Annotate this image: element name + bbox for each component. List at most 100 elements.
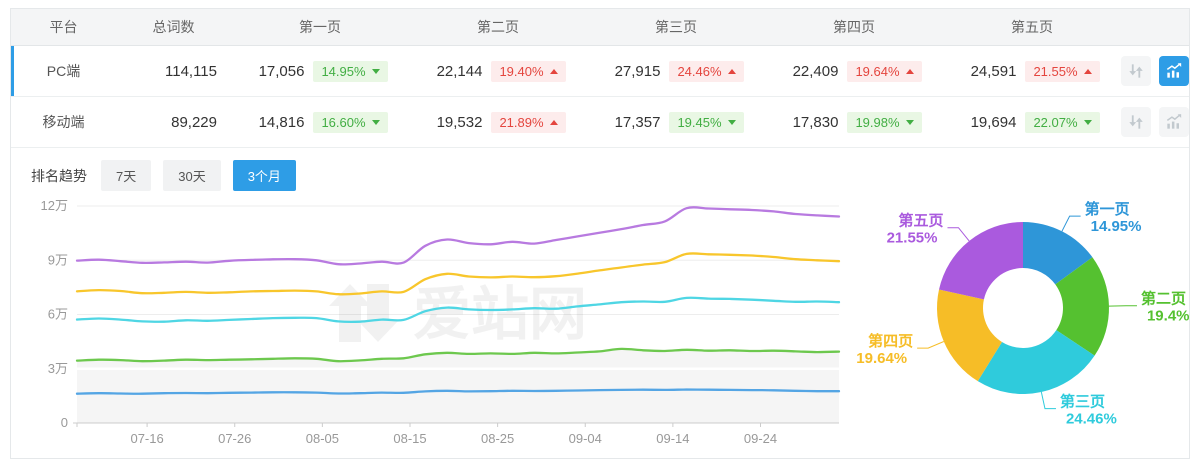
platform-label: 移动端 (42, 114, 85, 130)
x-axis-label: 09-04 (569, 431, 602, 446)
page-cell: 14,816 16.60% (231, 111, 409, 133)
change-badge: 21.89% (491, 111, 566, 133)
trend-chart-icon (1166, 63, 1182, 78)
sort-arrows-icon (1129, 64, 1143, 78)
change-badge: 14.95% (313, 60, 388, 82)
donut-label-name: 第一页 (1085, 200, 1130, 218)
change-badge: 19.98% (847, 111, 922, 133)
donut-slice-第一页 (1023, 222, 1093, 285)
down-arrow-icon (371, 119, 380, 125)
page-count: 17,830 (792, 113, 839, 131)
watermark-text: 爱站网 (413, 282, 587, 347)
line-yellow (75, 252, 841, 296)
col-platform: 平台 (49, 19, 78, 35)
trend-chart-icon (1166, 114, 1182, 129)
x-axis-label: 09-24 (744, 431, 777, 446)
up-arrow-icon (1083, 68, 1092, 74)
page-cell: 24,591 21.55% (943, 60, 1121, 82)
page-count: 17,056 (258, 62, 305, 80)
y-axis-label: 3万 (48, 361, 68, 376)
y-axis-label: 9万 (48, 252, 68, 267)
donut-slice-第四页 (937, 289, 1002, 382)
trend-chart-button[interactable] (1159, 107, 1189, 137)
trend-header: 排名趋势 7天 30天 3个月 (11, 148, 1189, 191)
page-cell: 17,056 14.95% (231, 60, 409, 82)
x-axis-label: 08-25 (481, 431, 514, 446)
total-words: 114,115 (165, 62, 217, 80)
table-header: 平台 总词数 第一页 第二页 第三页 第四页 第五页 (11, 9, 1189, 46)
page-count: 19,694 (970, 113, 1017, 131)
watermark-logo-arrow-up (329, 284, 371, 342)
x-axis-label: 07-16 (130, 431, 163, 446)
up-arrow-icon (905, 68, 914, 74)
down-arrow-icon (1083, 119, 1092, 125)
page-count: 27,915 (614, 62, 661, 80)
page-count: 19,532 (436, 113, 483, 131)
up-arrow-icon (727, 68, 736, 74)
change-badge: 22.07% (1025, 111, 1100, 133)
col-page1: 第一页 (299, 19, 341, 35)
change-badge: 21.55% (1025, 60, 1100, 82)
line-purple (75, 206, 841, 266)
y-axis-label: 12万 (41, 198, 68, 213)
donut-callout-line (947, 227, 970, 242)
donut-label-percent: 14.95% (1091, 218, 1142, 235)
line-green-area (77, 348, 839, 423)
page-count: 22,144 (436, 62, 483, 80)
col-page4: 第四页 (833, 19, 875, 35)
sort-arrows-button[interactable] (1121, 56, 1151, 86)
change-badge: 19.45% (669, 111, 744, 133)
x-axis-label: 08-05 (306, 431, 339, 446)
tab-3-months[interactable]: 3个月 (232, 160, 296, 191)
page-count: 17,357 (614, 113, 661, 131)
tab-30-days[interactable]: 30天 (163, 160, 221, 191)
donut-slice-第二页 (1055, 257, 1109, 356)
line-blue (75, 388, 841, 395)
page-count: 24,591 (970, 62, 1017, 80)
page-count: 22,409 (792, 62, 839, 80)
watermark-logo-arrow-down (357, 284, 399, 342)
table-row-pc: PC端 114,115 17,056 14.95% 22,144 19.40% 27,9… (11, 46, 1189, 97)
page-cell: 22,409 19.64% (765, 60, 943, 82)
donut-slice-第五页 (939, 222, 1023, 300)
tab-7-days[interactable]: 7天 (101, 160, 152, 191)
change-badge: 19.64% (847, 60, 922, 82)
donut-label-percent: 19.64% (857, 350, 907, 367)
page-cell: 17,357 19.45% (587, 111, 765, 133)
down-arrow-icon (371, 68, 380, 74)
table-row-mobile: 移动端 89,229 14,816 16.60% 19,532 21.89% 17,35… (11, 97, 1189, 148)
page-cell: 27,915 24.46% (587, 60, 765, 82)
trend-chart-button[interactable] (1159, 56, 1189, 86)
col-page2: 第二页 (477, 19, 519, 35)
donut-label-percent: 21.55% (887, 230, 938, 247)
total-words: 89,229 (171, 113, 217, 131)
donut-label-name: 第五页 (898, 212, 943, 230)
col-page3: 第三页 (655, 19, 697, 35)
y-axis-label: 6万 (48, 307, 68, 322)
page-cell: 19,694 22.07% (943, 111, 1121, 133)
up-arrow-icon (549, 68, 558, 74)
col-total: 总词数 (152, 19, 195, 35)
donut-label-name: 第四页 (868, 332, 913, 350)
donut-callout-line (917, 341, 944, 349)
down-arrow-icon (905, 119, 914, 125)
x-axis-label: 08-15 (393, 431, 426, 446)
aizhan-watermark: 爱站网 (329, 282, 587, 347)
change-badge: 24.46% (669, 60, 744, 82)
change-badge: 16.60% (313, 111, 388, 133)
donut-slice-第三页 (977, 330, 1095, 394)
line-cyan (75, 296, 841, 324)
row-actions (1121, 56, 1189, 86)
sort-arrows-button[interactable] (1121, 107, 1151, 137)
donut-callout-line (1040, 391, 1056, 410)
line-green (75, 347, 841, 363)
y-axis-label: 0 (61, 415, 68, 430)
platform-label: PC端 (46, 63, 81, 79)
donut-label-name: 第二页 (1141, 290, 1186, 308)
change-badge: 19.40% (491, 60, 566, 82)
donut-label-percent: 24.46% (1066, 411, 1117, 428)
sort-arrows-icon (1129, 115, 1143, 129)
down-arrow-icon (727, 119, 736, 125)
